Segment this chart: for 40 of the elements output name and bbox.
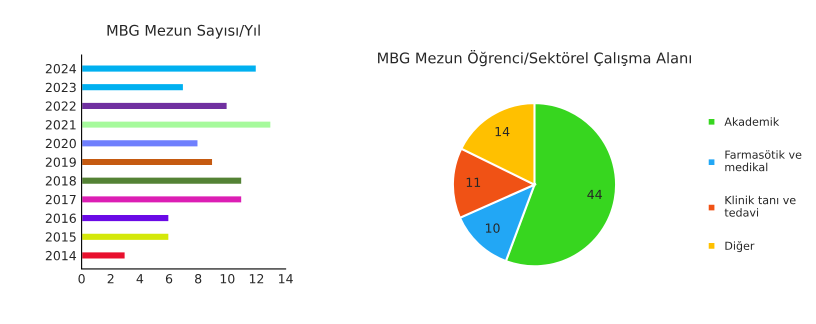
y-tick-label: 2014 [46,250,76,260]
x-tick-label: 0 [78,274,85,284]
bar [82,232,170,242]
bar [82,251,126,260]
y-tick-label: 2021 [46,120,76,130]
bar [82,120,272,130]
legend-label: Farmasötik ve medikal [725,150,802,172]
legend-label: Klinik tanı ve tedavi [724,196,796,217]
bar [82,176,243,186]
y-tick-label: 2015 [46,232,76,242]
chart-title: MBG Mezun Öğrenci/Sektörel Çalışma Alanı [378,50,691,66]
y-tick-label: 2022 [46,101,76,111]
bar [82,82,184,92]
x-tick-label: 10 [220,274,234,284]
legend-label: Diğer [725,241,754,252]
data-label: 11 [466,178,480,187]
y-tick-label: 2024 [46,64,76,74]
x-tick-label: 6 [166,274,172,284]
legend-label: Akademik [724,117,780,126]
data-label: 14 [496,127,510,136]
data-label: 44 [587,190,602,200]
bar [82,101,228,110]
x-tick-label: 4 [136,274,144,284]
x-tick-label: 14 [279,274,293,284]
chart-title: MBG Mezun Sayısı/Yıl [108,24,260,39]
x-tick-label: 8 [195,274,202,284]
y-tick-label: 2019 [46,157,76,167]
y-tick-label: 2020 [46,138,76,148]
x-tick-label: 12 [250,274,264,284]
y-tick-label: 2023 [46,82,76,92]
x-tick-label: 2 [108,274,114,284]
y-tick-label: 2017 [46,194,76,204]
y-tick-label: 2018 [46,176,76,186]
y-tick-label: 2016 [46,214,76,224]
bar [82,64,258,73]
bar [82,158,214,166]
bar [82,138,199,148]
bar [82,194,243,204]
data-label: 10 [486,223,500,233]
bar [82,214,170,223]
